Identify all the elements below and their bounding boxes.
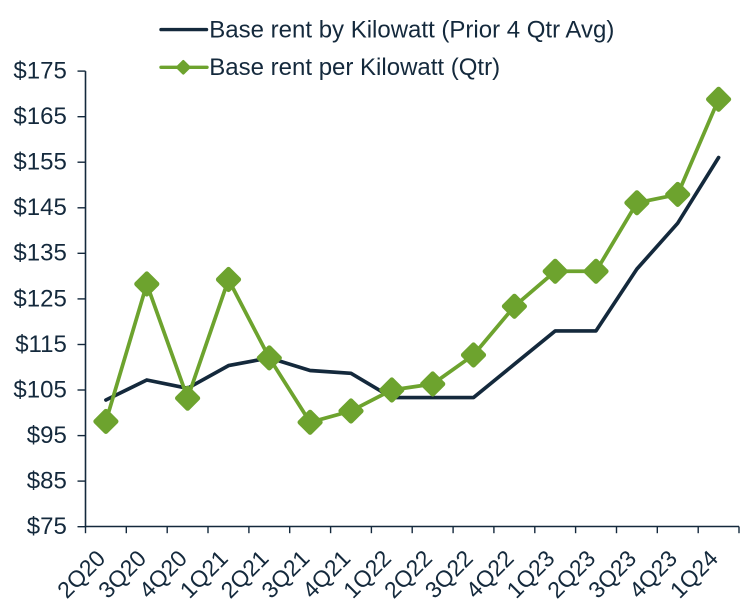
- svg-text:$135: $135: [13, 240, 66, 267]
- svg-text:$155: $155: [13, 149, 66, 176]
- svg-text:$165: $165: [13, 103, 66, 130]
- svg-text:$115: $115: [15, 331, 67, 358]
- svg-text:$75: $75: [27, 513, 67, 540]
- svg-text:Base rent per Kilowatt (Qtr): Base rent per Kilowatt (Qtr): [209, 54, 500, 81]
- svg-text:Base rent by Kilowatt (Prior 4: Base rent by Kilowatt (Prior 4 Qtr Avg): [209, 16, 614, 43]
- svg-text:$105: $105: [13, 376, 66, 403]
- svg-text:$175: $175: [13, 58, 66, 85]
- svg-text:$145: $145: [13, 194, 66, 221]
- svg-text:$85: $85: [27, 468, 67, 495]
- svg-text:$95: $95: [27, 422, 67, 449]
- svg-text:$125: $125: [13, 285, 66, 312]
